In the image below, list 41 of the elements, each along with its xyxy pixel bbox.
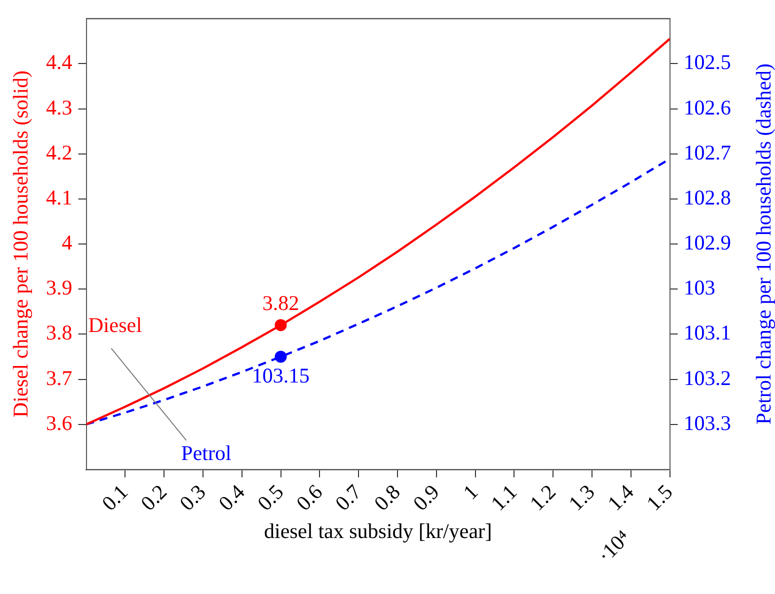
text: Diesel	[88, 312, 142, 337]
x-tick-label: 0.7	[330, 480, 366, 516]
x-tick-label: 1.3	[564, 480, 600, 516]
y2-axis-title: Petrol change per 100 households (dashed)	[752, 64, 775, 425]
y2-tick-label: 102.7	[684, 140, 731, 164]
y-tick-label: 4.1	[46, 185, 72, 210]
x-tick-label: 0.8	[369, 480, 405, 516]
y-tick-label: 3.7	[46, 366, 72, 390]
y2-tick-label: 103.3	[684, 410, 731, 435]
x-tick-label: 0.4	[214, 479, 250, 516]
x-tick-label: 0.3	[174, 480, 210, 516]
x-tick-label: 0.5	[252, 480, 288, 516]
y-tick-label: 3.9	[46, 276, 72, 300]
x-tick-label: 1.5	[642, 480, 678, 516]
x-tick-label: 0.9	[408, 480, 444, 516]
x-tick-label: 1.1	[486, 480, 522, 516]
x-axis-title: diesel tax subsidy [kr/year]	[264, 518, 492, 543]
y-tick-label: 3.6	[46, 410, 72, 435]
text: Petrol	[181, 440, 232, 465]
y-tick-label: 4.2	[46, 140, 72, 164]
x-tick-label: 1	[458, 480, 483, 504]
text: ·10⁴	[592, 525, 635, 568]
x-tick-label: 0.6	[292, 480, 328, 516]
data-label: 103.15	[252, 364, 310, 388]
y2-tick-label: 102.8	[684, 185, 731, 210]
data-label: 3.82	[262, 291, 300, 316]
y2-tick-label: 103	[684, 276, 716, 300]
y-tick-label: 3.8	[46, 320, 72, 345]
y2-tick-label: 103.1	[684, 320, 731, 345]
y-tick-label: 4	[62, 230, 73, 255]
x-tick-label: 1.2	[524, 480, 560, 516]
x-tick-label: 0.1	[97, 480, 133, 516]
y2-tick-label: 102.9	[684, 230, 731, 255]
y-tick-label: 4.4	[46, 50, 73, 74]
y-tick-label: 4.3	[46, 95, 72, 120]
y2-tick-label: 102.5	[684, 50, 731, 74]
x-tick-label: 0.2	[136, 480, 172, 516]
y2-tick-label: 103.2	[684, 366, 731, 390]
x-tick-label: 1.4	[602, 479, 639, 516]
y2-tick-label: 102.6	[684, 95, 731, 120]
y-axis-title: Diesel change per 100 households (solid)	[8, 70, 33, 418]
